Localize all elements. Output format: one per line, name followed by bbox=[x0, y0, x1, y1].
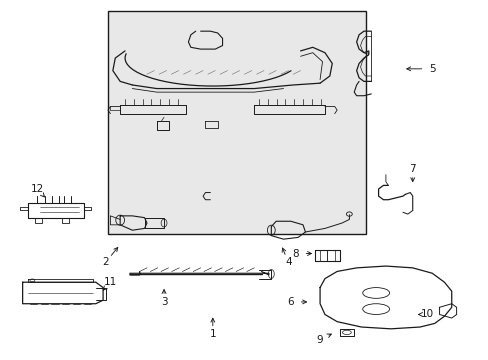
Text: 4: 4 bbox=[285, 257, 291, 267]
Text: 10: 10 bbox=[420, 310, 433, 319]
Text: 11: 11 bbox=[103, 277, 117, 287]
Bar bbox=[108, 12, 366, 234]
Text: 1: 1 bbox=[209, 329, 216, 339]
Text: 5: 5 bbox=[428, 64, 435, 74]
Text: 6: 6 bbox=[287, 297, 294, 307]
Text: 3: 3 bbox=[161, 297, 167, 307]
Text: 2: 2 bbox=[102, 257, 109, 267]
Text: 8: 8 bbox=[292, 248, 298, 258]
Text: 9: 9 bbox=[316, 334, 323, 345]
Text: 12: 12 bbox=[31, 184, 44, 194]
Text: 7: 7 bbox=[408, 164, 415, 174]
